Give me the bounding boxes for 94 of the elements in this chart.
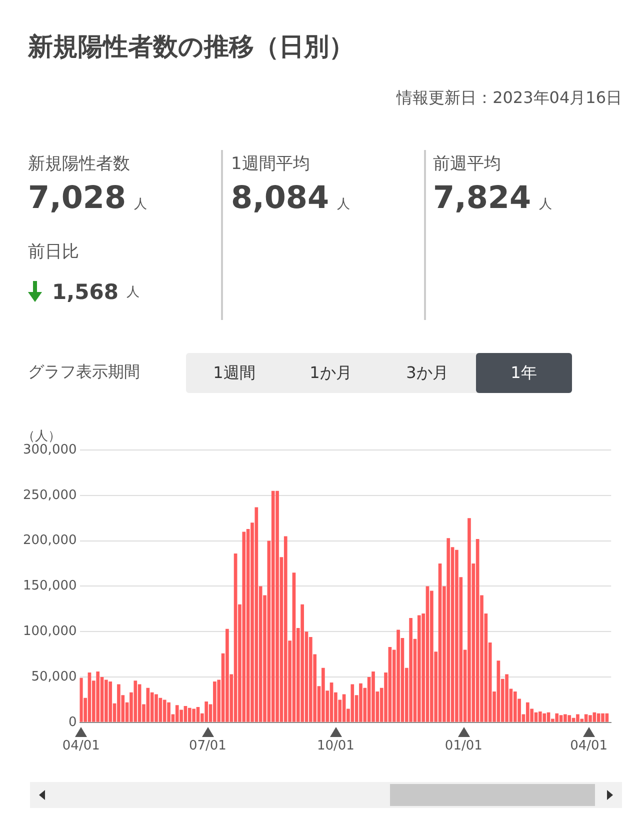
bar bbox=[542, 713, 546, 722]
bar bbox=[559, 715, 563, 722]
bar bbox=[167, 702, 170, 722]
bar bbox=[496, 660, 500, 722]
bar bbox=[104, 680, 108, 722]
bar bbox=[568, 715, 572, 722]
bar bbox=[468, 518, 471, 722]
bar bbox=[146, 688, 150, 722]
bar bbox=[117, 684, 120, 722]
chart-subtitle: 情報更新日：2023年04月16日 bbox=[396, 88, 622, 109]
bar bbox=[526, 702, 530, 722]
text: 人 bbox=[337, 197, 350, 212]
y-tick-label: 100,000 bbox=[22, 624, 77, 639]
y-tick-label: 150,000 bbox=[22, 578, 77, 594]
bar bbox=[409, 618, 412, 722]
text: 前週平均 bbox=[433, 153, 501, 175]
bar bbox=[254, 507, 258, 722]
bar bbox=[588, 715, 592, 722]
bar bbox=[546, 712, 550, 722]
bar bbox=[204, 702, 208, 722]
bar bbox=[388, 647, 392, 722]
bar bbox=[596, 713, 600, 722]
text: 8,084 bbox=[231, 180, 330, 216]
y-axis-title: （人） bbox=[22, 429, 61, 444]
text: 1年 bbox=[476, 353, 572, 393]
bar bbox=[372, 672, 375, 722]
bar bbox=[271, 490, 275, 722]
bar bbox=[576, 714, 580, 722]
bar bbox=[513, 692, 517, 722]
text: 人 bbox=[126, 284, 140, 301]
bar bbox=[300, 604, 304, 722]
bar bbox=[184, 706, 188, 722]
bar bbox=[150, 692, 154, 722]
bar bbox=[446, 538, 450, 722]
bar bbox=[417, 615, 421, 722]
y-tick-label: 200,000 bbox=[22, 533, 77, 548]
bar bbox=[108, 682, 112, 722]
chart-title: 新規陽性者数の推移（日別） bbox=[28, 31, 354, 63]
bar bbox=[226, 628, 229, 722]
bar bbox=[426, 586, 430, 722]
y-tick-label: 0 bbox=[68, 714, 77, 730]
bar bbox=[322, 668, 325, 722]
x-tick-label: 04/01 bbox=[62, 738, 100, 754]
x-tick-label: 10/01 bbox=[316, 738, 354, 754]
y-tick-label: 250,000 bbox=[22, 488, 77, 503]
y-tick-label: 300,000 bbox=[22, 442, 77, 458]
bar bbox=[234, 554, 238, 722]
bar bbox=[154, 694, 158, 722]
bar bbox=[476, 538, 480, 722]
bar bbox=[292, 572, 296, 722]
text: グラフ表示期間 bbox=[28, 362, 140, 383]
bar bbox=[396, 630, 400, 722]
x-tick-label: 01/01 bbox=[444, 738, 482, 754]
bar bbox=[330, 682, 334, 722]
bar bbox=[438, 564, 442, 722]
text: 1週間平均 bbox=[231, 153, 310, 175]
bar bbox=[192, 708, 196, 722]
text: 新規陽性者数 bbox=[28, 153, 130, 175]
bar bbox=[564, 714, 567, 722]
bar bbox=[601, 713, 604, 722]
x-tick-label: 04/01 bbox=[570, 738, 608, 754]
bar bbox=[584, 714, 588, 722]
x-tick-label: 07/01 bbox=[188, 738, 226, 754]
bar bbox=[88, 672, 92, 722]
bar bbox=[538, 712, 542, 722]
bar bbox=[359, 683, 362, 722]
bar bbox=[80, 678, 83, 722]
bar bbox=[175, 705, 179, 722]
bar bbox=[134, 680, 138, 722]
text: 3か月 bbox=[405, 362, 450, 384]
text: 1か月 bbox=[308, 362, 353, 384]
bar bbox=[455, 550, 458, 722]
text: 7,028 bbox=[28, 180, 126, 216]
bar bbox=[96, 672, 100, 722]
bar bbox=[276, 490, 279, 722]
text: 前日比 bbox=[28, 241, 79, 263]
bar bbox=[350, 684, 354, 722]
bar bbox=[505, 674, 508, 722]
text: 1,568 bbox=[52, 280, 118, 304]
bar bbox=[188, 708, 192, 722]
bar bbox=[284, 536, 288, 722]
y-tick-label: 50,000 bbox=[31, 669, 77, 684]
bar bbox=[592, 712, 596, 722]
bar bbox=[242, 532, 246, 722]
text: 人 bbox=[134, 197, 148, 212]
text: 7,824 bbox=[433, 180, 532, 216]
text: 人 bbox=[539, 197, 552, 212]
bar bbox=[534, 712, 538, 722]
bar bbox=[555, 713, 559, 722]
bar bbox=[213, 682, 216, 722]
bar bbox=[162, 700, 166, 722]
bar bbox=[196, 706, 200, 722]
bar bbox=[158, 698, 162, 722]
text: 1週間 bbox=[212, 362, 256, 384]
